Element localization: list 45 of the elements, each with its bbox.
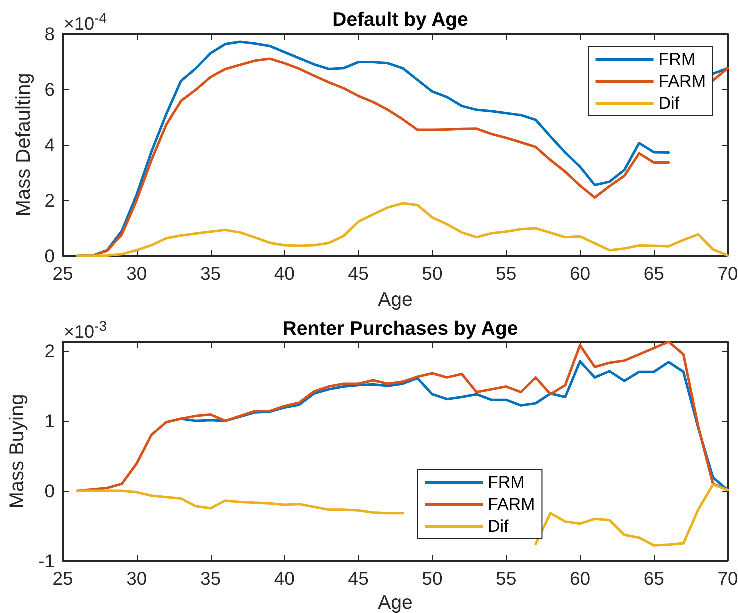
x-axis-title: Age xyxy=(378,592,413,613)
x-tick-label: 70 xyxy=(718,263,738,284)
text: ×10$^{-4}$ xyxy=(64,9,107,34)
y-tick-label: 6 xyxy=(44,79,55,100)
y-axis-title: Mass Buying xyxy=(6,394,29,509)
y-tick-label: 2 xyxy=(44,190,55,211)
x-tick-label: 25 xyxy=(52,568,74,589)
y-tick-label: -1 xyxy=(38,550,55,572)
y-tick-label: 0 xyxy=(44,246,55,266)
y-tick-label: 4 xyxy=(44,134,55,156)
line-series xyxy=(76,340,730,492)
x-axis-title: Age xyxy=(378,289,413,311)
x-tick-label: 70 xyxy=(718,568,738,589)
y-tick-label: 0 xyxy=(44,480,55,502)
y-tick-label: 1 xyxy=(44,410,55,432)
legend-label: Dif xyxy=(658,94,680,113)
legend-label: Dif xyxy=(488,517,510,536)
x-tick-label: 55 xyxy=(496,568,517,589)
x-tick-label: 40 xyxy=(274,263,295,284)
x-tick-label: 60 xyxy=(570,263,591,284)
x-tick-label: 45 xyxy=(348,568,369,589)
x-tick-label: 45 xyxy=(348,263,369,284)
text: ×10$^{-3}$ xyxy=(64,317,107,342)
x-tick-label: 30 xyxy=(126,568,148,589)
x-tick-label: 30 xyxy=(126,263,148,284)
x-tick-label: 60 xyxy=(570,568,591,589)
x-tick-label: 35 xyxy=(200,568,222,589)
x-tick-label: 25 xyxy=(52,263,74,284)
line-series xyxy=(76,202,730,258)
y-tick-label: 8 xyxy=(44,24,55,44)
x-tick-label: 55 xyxy=(496,263,517,284)
x-tick-label: 35 xyxy=(200,263,222,284)
x-tick-label: 50 xyxy=(422,263,443,284)
legend-label: FRM xyxy=(488,473,525,492)
y-tick-label: 2 xyxy=(44,340,55,362)
x-tick-label: 65 xyxy=(644,263,664,284)
chart-title: Renter Purchases by Age xyxy=(282,318,518,340)
chart-title: Default by Age xyxy=(332,9,469,31)
legend-label: FARM xyxy=(488,495,536,514)
x-tick-label: 65 xyxy=(644,568,664,589)
legend-label: FARM xyxy=(658,72,706,91)
x-tick-label: 40 xyxy=(274,568,295,589)
x-tick-label: 50 xyxy=(422,568,443,589)
legend-label: FRM xyxy=(658,50,696,69)
y-axis-title: Mass Defaulting xyxy=(12,73,35,217)
